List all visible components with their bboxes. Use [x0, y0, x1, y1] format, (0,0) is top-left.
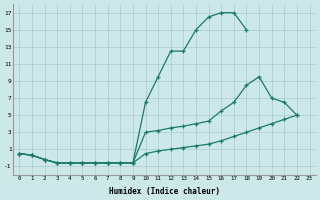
- X-axis label: Humidex (Indice chaleur): Humidex (Indice chaleur): [109, 187, 220, 196]
